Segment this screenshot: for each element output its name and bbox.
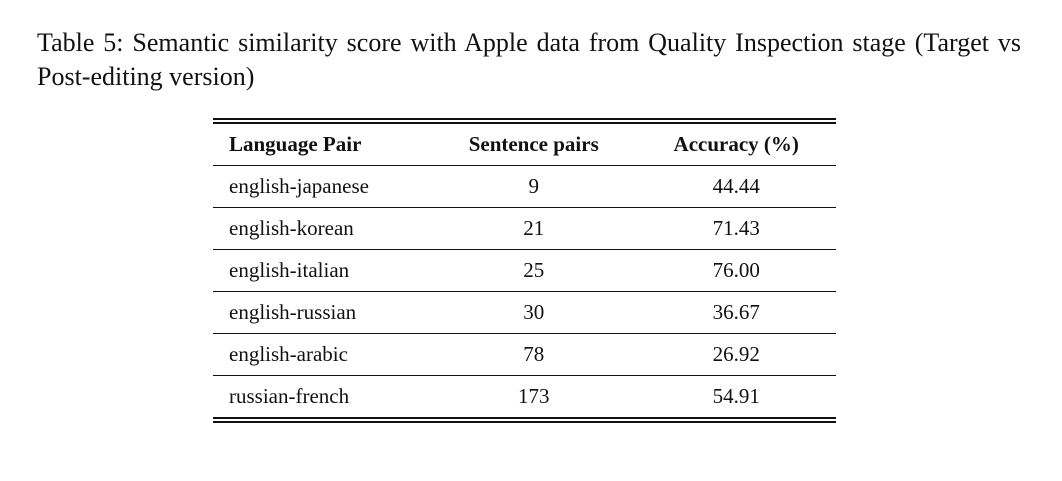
- cell-sentence-pairs: 30: [431, 292, 636, 334]
- results-table-container: Language Pair Sentence pairs Accuracy (%…: [213, 118, 836, 423]
- cell-sentence-pairs: 173: [431, 376, 636, 418]
- header-language-pair: Language Pair: [213, 124, 431, 166]
- table-row: english-japanese 9 44.44: [213, 166, 836, 208]
- cell-sentence-pairs: 25: [431, 250, 636, 292]
- table-header-row: Language Pair Sentence pairs Accuracy (%…: [213, 124, 836, 166]
- bottom-rule: [213, 417, 836, 423]
- cell-accuracy: 54.91: [636, 376, 836, 418]
- cell-language-pair: russian-french: [213, 376, 431, 418]
- cell-language-pair: english-korean: [213, 208, 431, 250]
- cell-language-pair: english-japanese: [213, 166, 431, 208]
- cell-accuracy: 44.44: [636, 166, 836, 208]
- cell-sentence-pairs: 78: [431, 334, 636, 376]
- cell-sentence-pairs: 9: [431, 166, 636, 208]
- cell-accuracy: 76.00: [636, 250, 836, 292]
- table-row: english-arabic 78 26.92: [213, 334, 836, 376]
- cell-sentence-pairs: 21: [431, 208, 636, 250]
- cell-language-pair: english-arabic: [213, 334, 431, 376]
- cell-accuracy: 71.43: [636, 208, 836, 250]
- results-table: Language Pair Sentence pairs Accuracy (%…: [213, 124, 836, 417]
- cell-language-pair: english-russian: [213, 292, 431, 334]
- table-row: english-korean 21 71.43: [213, 208, 836, 250]
- header-sentence-pairs: Sentence pairs: [431, 124, 636, 166]
- table-caption: Table 5: Semantic similarity score with …: [37, 26, 1021, 94]
- table-row: english-italian 25 76.00: [213, 250, 836, 292]
- cell-accuracy: 36.67: [636, 292, 836, 334]
- cell-language-pair: english-italian: [213, 250, 431, 292]
- table-row: english-russian 30 36.67: [213, 292, 836, 334]
- header-accuracy: Accuracy (%): [636, 124, 836, 166]
- cell-accuracy: 26.92: [636, 334, 836, 376]
- table-row: russian-french 173 54.91: [213, 376, 836, 418]
